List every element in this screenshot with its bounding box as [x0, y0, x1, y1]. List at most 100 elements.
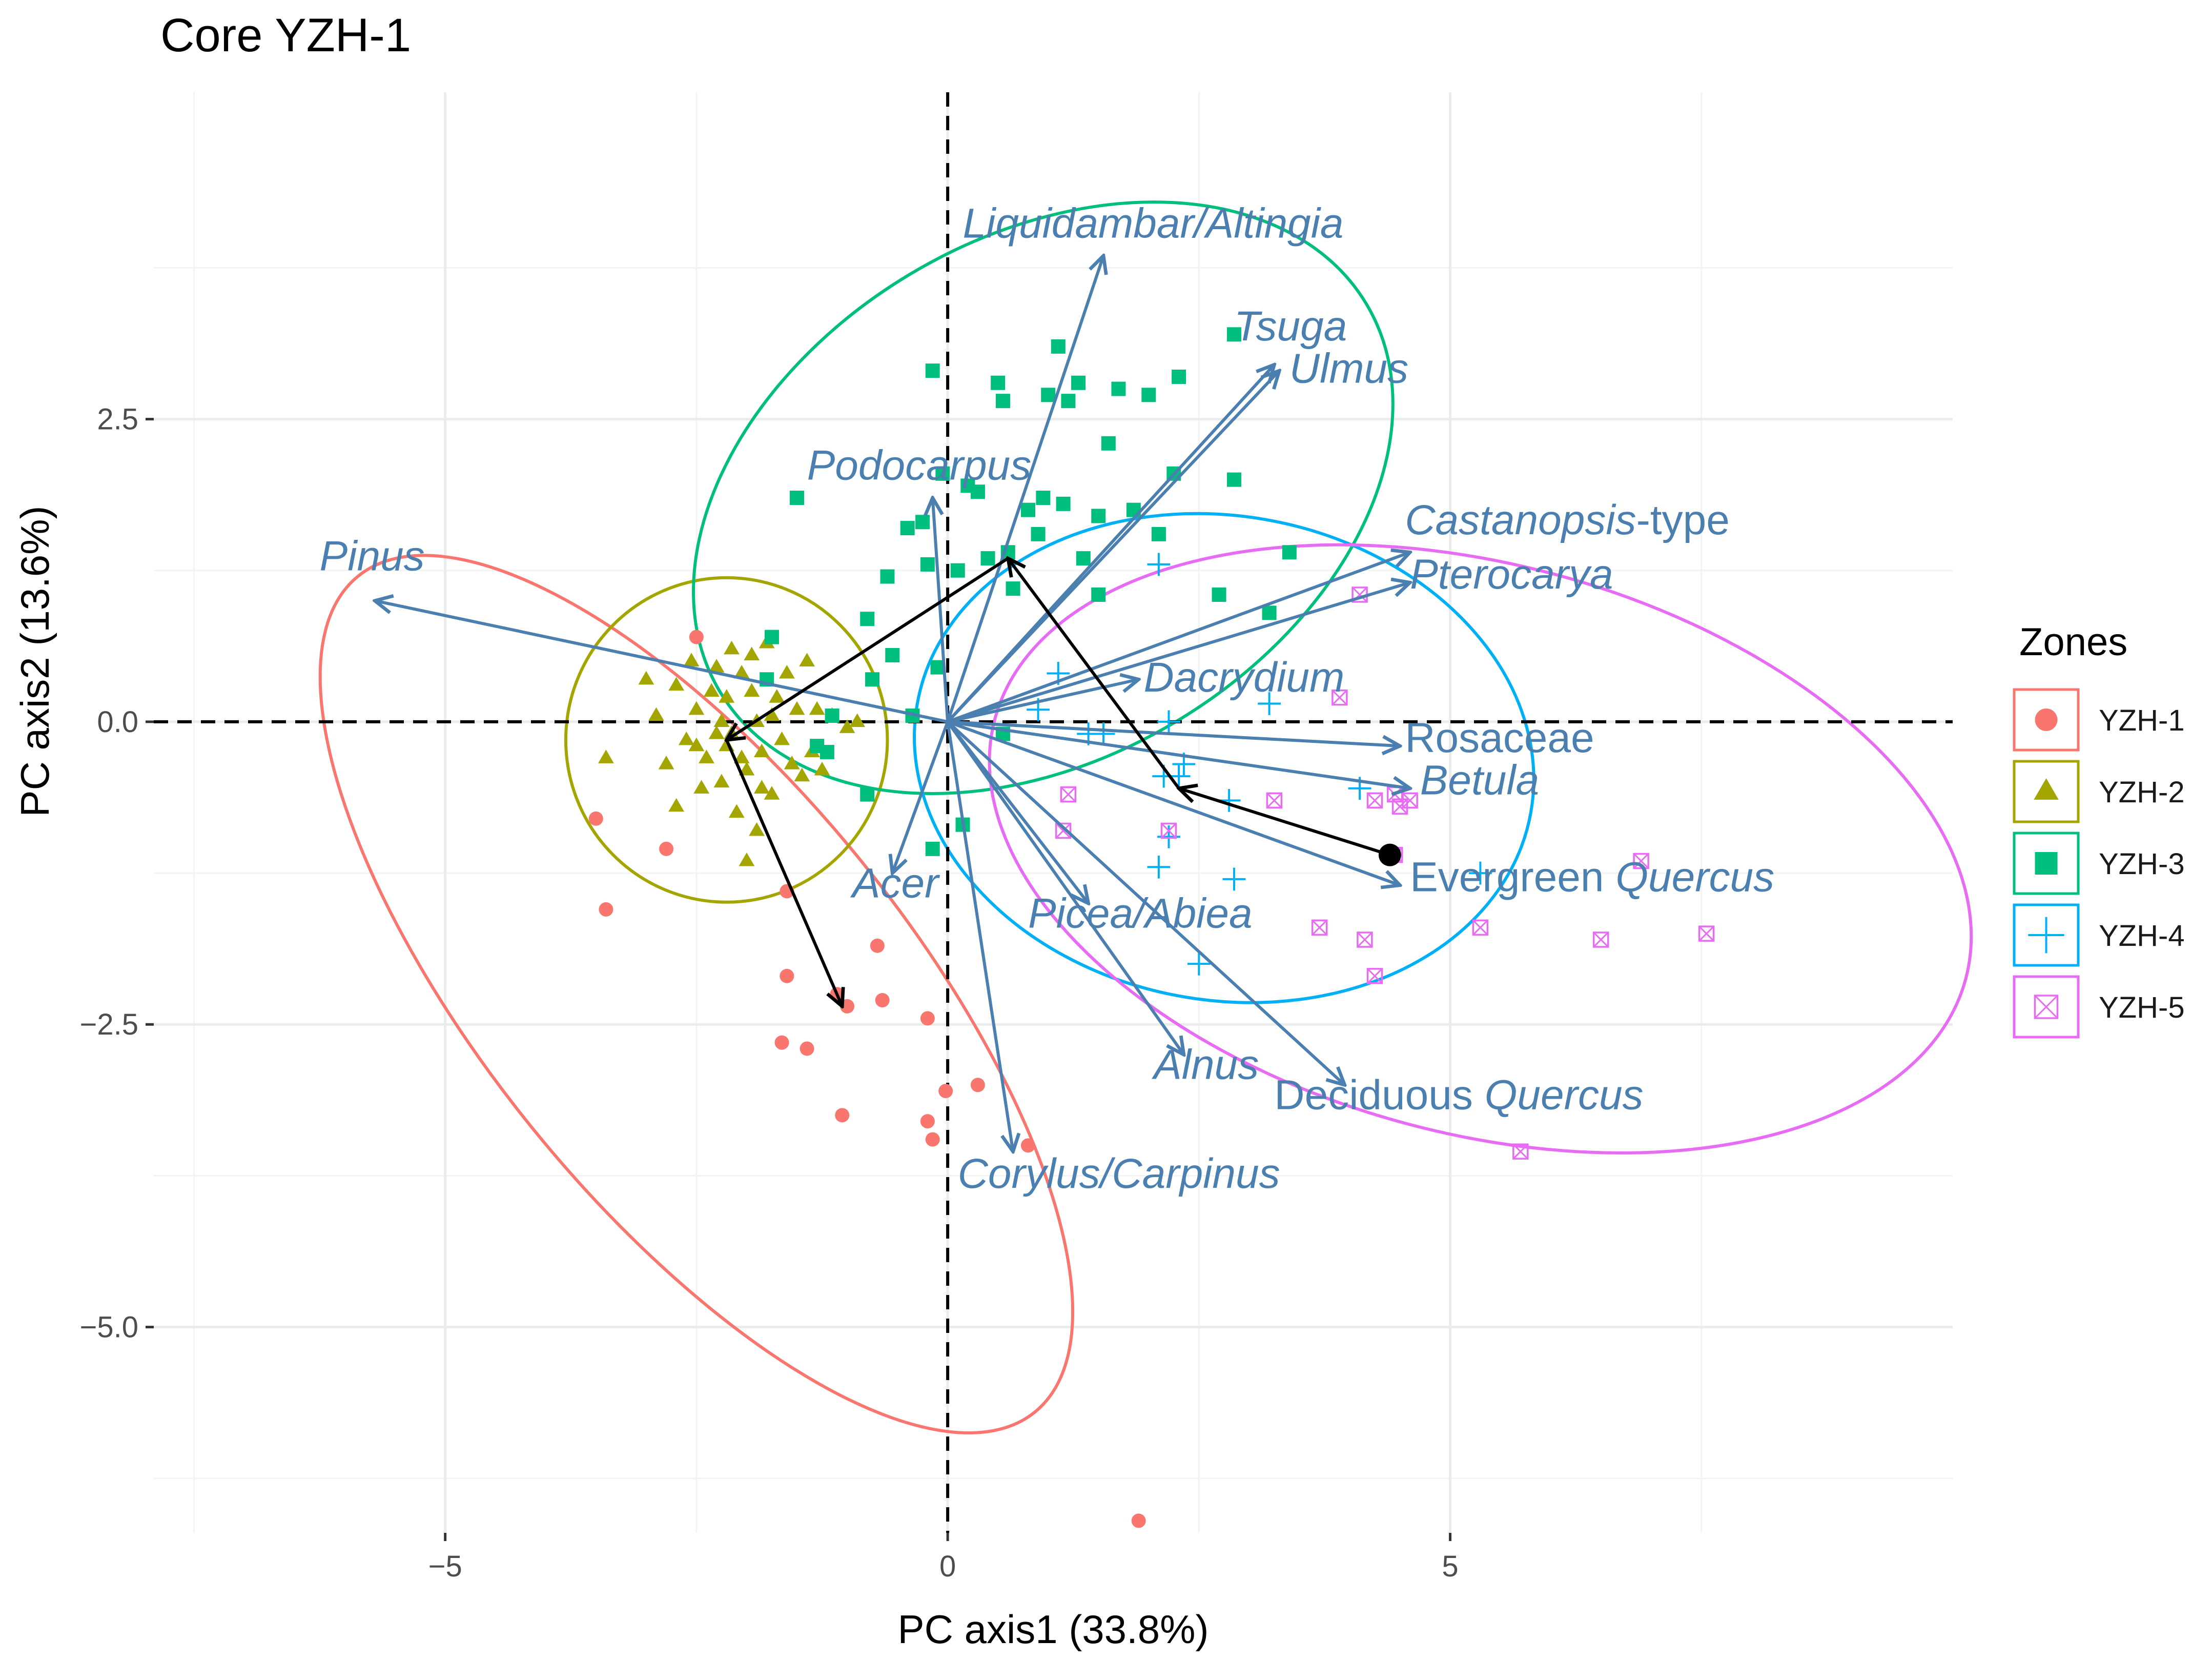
- point-yzh-2-16: [753, 743, 770, 758]
- point-yzh-3-39-mark: [1172, 369, 1186, 384]
- point-yzh-1-8: [870, 938, 885, 953]
- point-yzh-2-34-mark: [724, 640, 740, 655]
- loading-label-part: Deciduous: [1274, 1072, 1484, 1119]
- point-yzh-2-9-mark: [719, 689, 735, 703]
- trajectory-arrows: [727, 558, 1401, 1006]
- y-tick-label: 2.5: [97, 403, 138, 436]
- trajectory-segment-2: [727, 557, 1009, 740]
- point-yzh-1-10-mark: [920, 1011, 935, 1026]
- point-yzh-3-42-mark: [1226, 472, 1241, 487]
- legend-symbol-yzh-5-mark-d2: [2034, 995, 2058, 1019]
- point-yzh-2-19-mark: [769, 689, 785, 703]
- point-yzh-2-41-mark: [749, 822, 765, 836]
- point-yzh-1-12: [800, 1041, 814, 1056]
- point-yzh-1-17: [925, 1132, 940, 1147]
- point-yzh-5-18-mark-box: [1512, 1143, 1529, 1160]
- point-yzh-5-13: [1366, 968, 1383, 984]
- point-yzh-3-51: [1091, 509, 1106, 523]
- point-yzh-2-40-mark: [739, 852, 755, 866]
- loading-label-part: Podocarpus: [807, 442, 1032, 489]
- point-yzh-3-43-mark: [1262, 605, 1277, 620]
- point-yzh-2-42-mark: [688, 737, 705, 752]
- point-yzh-3-41: [1226, 327, 1241, 342]
- point-yzh-2-34: [724, 640, 740, 655]
- point-yzh-1-2: [599, 902, 613, 917]
- point-yzh-3-24-mark: [1006, 581, 1020, 596]
- loading-label-liquidambar-altingia: Liquidambar/Altingia: [963, 200, 1344, 247]
- loading-arrow-ulmus: [946, 371, 1279, 723]
- point-yzh-1-19-mark: [1131, 1513, 1146, 1528]
- point-yzh-1-16: [920, 1114, 935, 1129]
- point-yzh-1-11: [774, 1035, 789, 1050]
- point-yzh-1-15: [970, 1078, 985, 1092]
- point-yzh-2-28: [814, 761, 830, 776]
- point-yzh-1-12-mark: [800, 1041, 814, 1056]
- point-yzh-3-7-mark: [865, 672, 880, 687]
- loading-label-podocarpus: Podocarpus: [807, 442, 1032, 489]
- point-yzh-3-19-mark: [970, 484, 985, 499]
- point-yzh-4-11: [1147, 855, 1171, 879]
- point-yzh-2-14-mark: [744, 646, 760, 661]
- point-yzh-3-31: [1071, 375, 1086, 390]
- point-yzh-3-21: [991, 375, 1006, 390]
- loading-label-acer: Acer: [850, 860, 940, 906]
- point-yzh-2-12-mark: [733, 664, 750, 679]
- ellipse-yzh-1: [318, 554, 1075, 1434]
- legend-symbol-yzh-4: [2028, 917, 2064, 954]
- confidence-ellipses: [318, 200, 1973, 1434]
- point-yzh-2-8: [713, 774, 730, 788]
- point-yzh-3-51-mark: [1091, 509, 1106, 523]
- point-yzh-1-5: [780, 968, 794, 983]
- point-yzh-3-10: [900, 521, 915, 536]
- axis-ticks: −5 0 5 2.5 0.0 −2.5 −5.0: [80, 403, 1459, 1583]
- point-yzh-4-13: [1187, 952, 1211, 976]
- point-yzh-2-29: [658, 756, 674, 770]
- point-yzh-5-1-mark-d2: [1332, 690, 1347, 705]
- point-yzh-3-4: [820, 744, 834, 759]
- point-yzh-2-38: [764, 707, 780, 721]
- point-yzh-3-19: [970, 484, 985, 499]
- loading-label-deciduous-quercus: Deciduous Quercus: [1274, 1072, 1643, 1119]
- point-yzh-5-12-mark-box: [1357, 932, 1373, 948]
- point-yzh-5-12-mark-d2: [1357, 932, 1373, 948]
- point-yzh-3-31-mark: [1071, 375, 1086, 390]
- point-yzh-3-37-mark: [1141, 388, 1156, 402]
- point-yzh-5-4-mark-box: [1160, 822, 1177, 839]
- point-yzh-2-9: [719, 689, 735, 703]
- trajectory-segment-3: [725, 739, 843, 1006]
- point-yzh-2-11-mark: [728, 804, 745, 818]
- point-yzh-2-27: [809, 701, 825, 715]
- point-yzh-3-4-mark: [820, 744, 834, 759]
- point-yzh-4-15: [1468, 861, 1492, 885]
- ellipse-yzh-5: [988, 543, 1973, 1155]
- y-axis-title: PC axis2 (13.6%): [12, 506, 57, 817]
- loading-arrow-corylus-carpinus: [946, 721, 1013, 1151]
- x-tick-label: −5: [428, 1550, 462, 1583]
- point-yzh-3-50-mark: [1151, 527, 1166, 541]
- point-yzh-2-40: [739, 852, 755, 866]
- point-yzh-2-30-mark: [678, 731, 694, 745]
- point-yzh-1-13: [835, 1108, 850, 1123]
- point-yzh-5-12: [1357, 932, 1373, 948]
- point-yzh-3-5-mark: [825, 708, 839, 723]
- loading-label-part: Quercus: [1485, 1072, 1644, 1119]
- point-yzh-3-10-mark: [900, 521, 915, 536]
- point-yzh-2-20: [774, 731, 790, 745]
- point-yzh-3-9: [885, 648, 900, 663]
- loading-label-betula: Betula: [1420, 757, 1540, 804]
- point-yzh-2-27-mark: [809, 701, 825, 715]
- point-yzh-5-5-mark-box: [1266, 792, 1283, 809]
- point-yzh-2-7-mark: [708, 659, 725, 673]
- point-yzh-3-29: [1056, 496, 1071, 511]
- point-yzh-5-18: [1512, 1143, 1529, 1160]
- point-yzh-2-39-mark: [668, 798, 685, 812]
- point-yzh-2-18: [764, 786, 780, 800]
- point-yzh-5-15-mark-d2: [1593, 932, 1609, 948]
- point-yzh-2-6-mark: [699, 750, 714, 763]
- point-yzh-2-21: [779, 664, 795, 679]
- point-yzh-3-35-mark: [1111, 381, 1126, 396]
- point-yzh-3-41-mark: [1226, 327, 1241, 342]
- point-yzh-3-45: [1036, 491, 1051, 505]
- point-yzh-3-0-mark: [789, 491, 804, 505]
